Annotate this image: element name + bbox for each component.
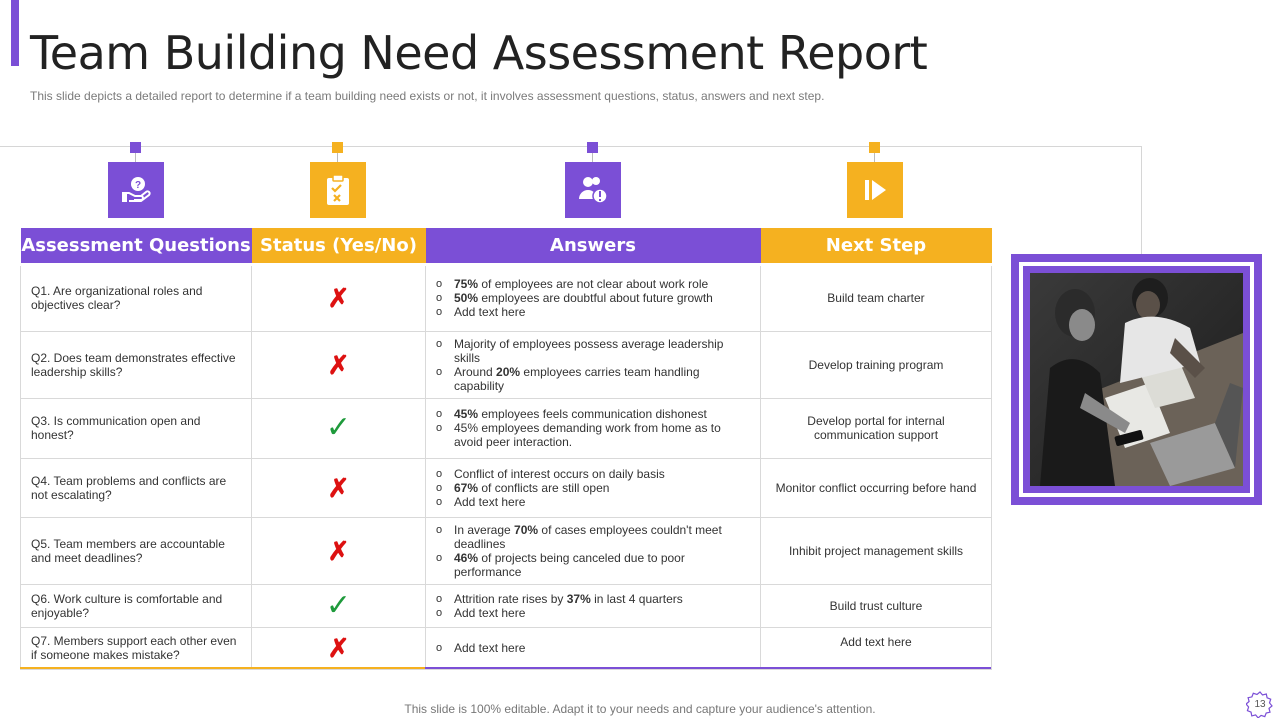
status-cell: ✗ [251,263,426,332]
connector-line [337,153,338,163]
answer-item: Majority of employees possess average le… [436,337,752,365]
team-meeting-photo [1030,273,1243,486]
question-hand-icon: ? [108,162,164,218]
connector-square [587,142,598,153]
cross-icon: ✗ [327,472,350,503]
footer-note: This slide is 100% editable. Adapt it to… [404,702,876,716]
question-cell: Q4. Team problems and conflicts are not … [20,457,252,518]
connector-square [332,142,343,153]
answers-cell: 45% employees feels communication dishon… [425,397,761,459]
next-step-cell: Build trust culture [760,583,992,628]
answers-cell: Conflict of interest occurs on daily bas… [425,457,761,518]
checkmark-icon: ✓ [325,411,352,444]
answers-cell: In average 70% of cases employees couldn… [425,516,761,585]
answer-item: 75% of employees are not clear about wor… [436,277,752,291]
frame-line-right [1141,146,1142,254]
header-next-step: Next Step [760,228,992,266]
answer-item: Add text here [436,305,752,319]
answers-cell: Attrition rate rises by 37% in last 4 qu… [425,583,761,628]
status-cell: ✗ [251,516,426,585]
page-title: Team Building Need Assessment Report [30,26,928,80]
cross-icon: ✗ [327,535,350,566]
answer-item: 67% of conflicts are still open [436,481,752,495]
next-step-cell: Develop portal for internal communicatio… [760,397,992,459]
icon-column-questions: ? [107,140,165,220]
next-step-cell: Develop training program [760,330,992,399]
table-row: Q5. Team members are accountable and mee… [20,516,992,585]
header-answers: Answers [425,228,761,266]
icon-column-status [309,140,367,220]
answer-item: Around 20% employees carries team handli… [436,365,752,393]
connector-line [592,153,593,163]
answer-item: Conflict of interest occurs on daily bas… [436,467,752,481]
next-step-cell: Build team charter [760,263,992,332]
frame-line-top [0,146,1142,147]
answer-item: 45% employees feels communication dishon… [436,407,752,421]
accent-bar [11,0,19,66]
status-cell: ✗ [251,626,426,670]
answer-item: 50% employees are doubtful about future … [436,291,752,305]
answer-item: Add text here [436,606,752,620]
table-row: Q1. Are organizational roles and objecti… [20,263,992,332]
page-subtitle: This slide depicts a detailed report to … [30,89,825,103]
connector-line [874,153,875,163]
svg-text:?: ? [135,180,141,191]
answer-item: 45% employees demanding work from home a… [436,421,752,449]
question-cell: Q2. Does team demonstrates effective lea… [20,330,252,399]
table-row: Q4. Team problems and conflicts are not … [20,457,992,518]
header-assessment-questions: Assessment Questions [20,228,252,266]
icon-column-next-step [846,140,904,220]
cross-icon: ✗ [327,349,350,380]
status-cell: ✓ [251,583,426,628]
next-step-cell: Add text here [760,626,992,670]
status-cell: ✗ [251,330,426,399]
answer-item: In average 70% of cases employees couldn… [436,523,752,551]
answers-cell: Majority of employees possess average le… [425,330,761,399]
play-next-icon [847,162,903,218]
answer-item: 46% of projects being canceled due to po… [436,551,752,579]
connector-square [130,142,141,153]
answers-cell: 75% of employees are not clear about wor… [425,263,761,332]
gear-badge-icon [1246,691,1273,718]
table-row: Q6. Work culture is comfortable and enjo… [20,583,992,628]
clipboard-check-icon [310,162,366,218]
table-header-row: Assessment Questions Status (Yes/No) Ans… [20,228,992,266]
people-warning-icon [565,162,621,218]
status-cell: ✓ [251,397,426,459]
icon-column-answers [564,140,622,220]
assessment-table: Assessment Questions Status (Yes/No) Ans… [20,228,992,670]
connector-square [869,142,880,153]
checkmark-icon: ✓ [325,588,352,622]
question-cell: Q6. Work culture is comfortable and enjo… [20,583,252,628]
status-cell: ✗ [251,457,426,518]
connector-line [135,153,136,163]
answer-item: Add text here [436,641,752,655]
answer-item: Attrition rate rises by 37% in last 4 qu… [436,592,752,606]
table-bottom-rule [20,667,425,669]
cross-icon: ✗ [327,633,350,663]
table-row: Q3. Is communication open and honest? ✓ … [20,397,992,459]
table-row: Q7. Members support each other even if s… [20,626,992,670]
answers-cell: Add text here [425,626,761,670]
next-step-cell: Monitor conflict occurring before hand [760,457,992,518]
question-cell: Q7. Members support each other even if s… [20,626,252,670]
table-row: Q2. Does team demonstrates effective lea… [20,330,992,399]
next-step-cell: Inhibit project management skills [760,516,992,585]
question-cell: Q5. Team members are accountable and mee… [20,516,252,585]
header-status: Status (Yes/No) [251,228,426,266]
table-bottom-rule [425,667,991,669]
page-number: 13 [1246,690,1274,718]
cross-icon: ✗ [327,283,350,313]
question-cell: Q3. Is communication open and honest? [20,397,252,459]
question-cell: Q1. Are organizational roles and objecti… [20,263,252,332]
answer-item: Add text here [436,495,752,509]
